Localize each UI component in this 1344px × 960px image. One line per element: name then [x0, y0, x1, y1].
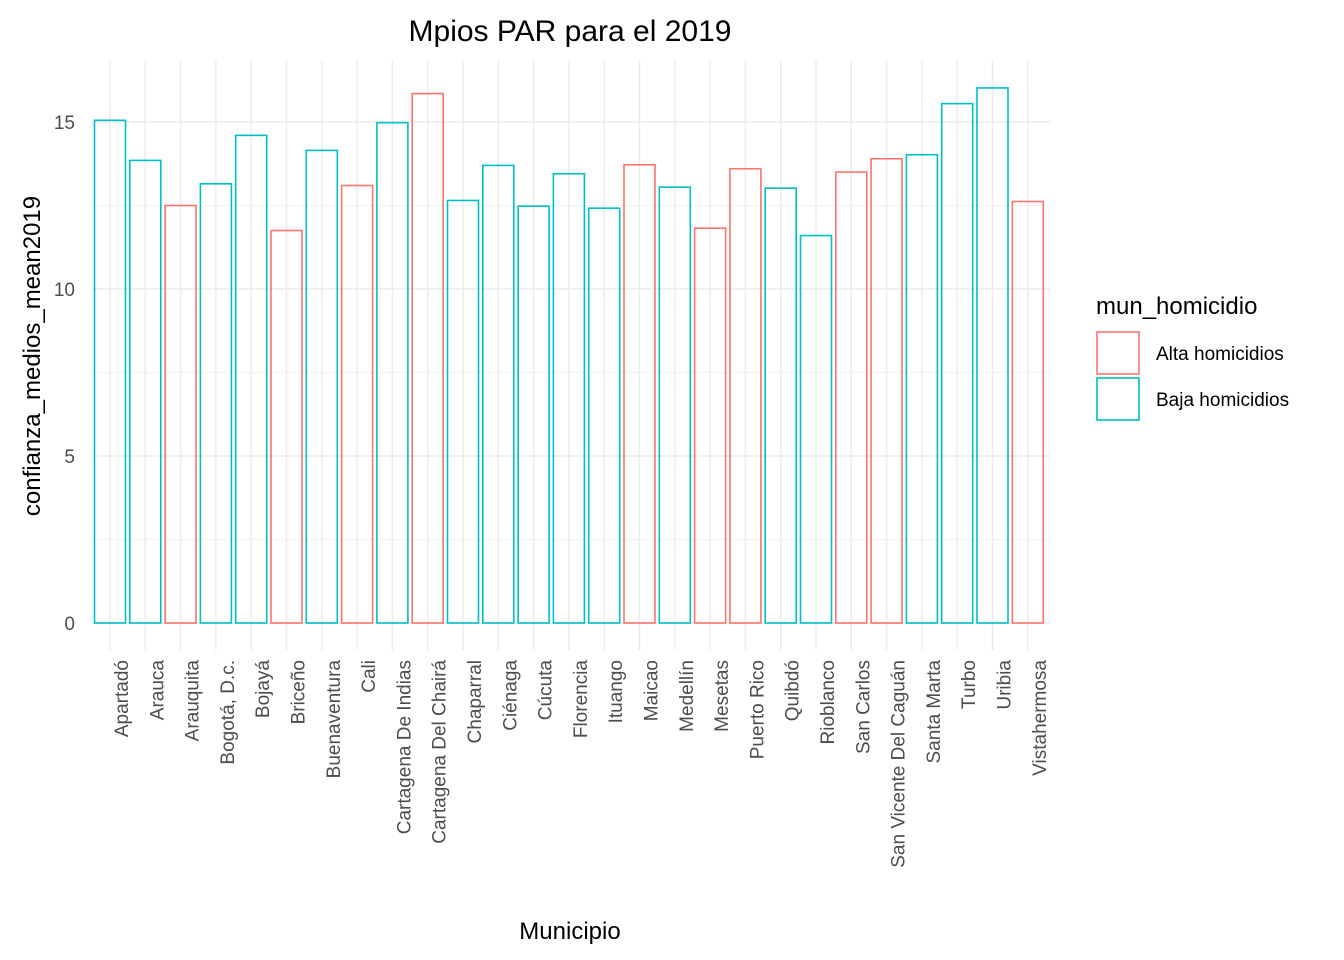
x-axis-ticks: Apartadó Arauca Arauquita Bogotá, D.c. Bojay…: [112, 660, 1051, 868]
x-tick-label: Medellín: [677, 660, 698, 732]
x-tick-label: San Carlos: [853, 660, 874, 754]
x-tick-label: Santa Marta: [924, 660, 945, 764]
bar: [587, 207, 621, 624]
legend-title: mun_homicidio: [1096, 293, 1257, 320]
grid-lines: [92, 60, 1050, 650]
x-tick-label: Turbo: [959, 660, 980, 709]
x-tick-label: Briceño: [289, 660, 310, 724]
x-tick-label: Cartagena De Indias: [394, 660, 415, 834]
bar: [834, 171, 868, 624]
y-tick-label: 5: [64, 447, 75, 468]
x-tick-label: Rioblanco: [818, 660, 839, 745]
bar: [905, 153, 939, 624]
legend-key: [1096, 331, 1140, 375]
legend: mun_homicidio Alta homicidios Baja homici…: [1096, 293, 1289, 421]
x-tick-label: Bojayá: [253, 660, 274, 719]
bar: [129, 159, 162, 624]
bars: [93, 87, 1045, 624]
x-tick-label: Maicao: [642, 660, 663, 721]
bar: [270, 229, 303, 624]
bar: [305, 149, 339, 624]
x-tick-label: Apartadó: [112, 660, 133, 737]
bar: [1011, 200, 1045, 624]
x-tick-label: Quibdó: [783, 660, 804, 721]
bar: [517, 205, 550, 624]
x-tick-label: Ituango: [606, 660, 627, 723]
y-axis-title: confianza_medios_mean2019: [19, 196, 46, 516]
chart-title: Mpios PAR para el 2019: [409, 15, 732, 48]
y-tick-label: 15: [54, 113, 75, 134]
x-tick-label: Florencia: [571, 660, 592, 739]
bar: [799, 234, 833, 624]
x-tick-label: Puerto Rico: [747, 660, 768, 759]
bar: [411, 92, 445, 624]
bar: [940, 102, 974, 624]
x-tick-label: San Vicente Del Caguán: [889, 660, 910, 868]
x-tick-label: Ciénaga: [500, 660, 521, 731]
bar: [376, 121, 409, 624]
x-tick-label: Cúcuta: [536, 660, 557, 721]
x-tick-label: Chaparral: [465, 660, 486, 743]
bar: [552, 172, 586, 624]
bar: [340, 184, 374, 624]
x-tick-label: Mesetas: [712, 660, 733, 732]
bar: [870, 157, 903, 624]
bar: [693, 227, 727, 624]
x-tick-label: Arauca: [147, 660, 168, 721]
y-tick-label: 10: [54, 280, 75, 301]
bar: [446, 199, 480, 624]
x-tick-label: Vistahermosa: [1030, 660, 1051, 776]
x-tick-label: Cali: [359, 660, 380, 693]
bar: [164, 204, 197, 624]
y-tick-label: 0: [64, 614, 75, 635]
legend-label: Alta homicidios: [1156, 344, 1284, 365]
y-axis-ticks: 0 5 10 15: [54, 113, 75, 635]
x-tick-label: Buenaventura: [324, 660, 345, 779]
x-axis-title: Municipio: [519, 918, 620, 945]
bar: [234, 134, 268, 624]
bar: [976, 87, 1009, 624]
bar: [481, 164, 515, 624]
bar: [729, 167, 762, 624]
x-tick-label: Bogotá, D.c.: [218, 660, 239, 765]
bar: [623, 163, 656, 624]
legend-label: Baja homicidios: [1156, 390, 1289, 411]
x-tick-label: Arauquita: [183, 660, 204, 742]
bar: [93, 119, 127, 624]
bar: [658, 186, 692, 624]
legend-key: [1096, 377, 1140, 421]
bar: [764, 187, 798, 624]
bar: [199, 182, 233, 624]
x-tick-label: Uribia: [995, 660, 1016, 710]
x-tick-label: Cartagena Del Chairá: [430, 660, 451, 844]
